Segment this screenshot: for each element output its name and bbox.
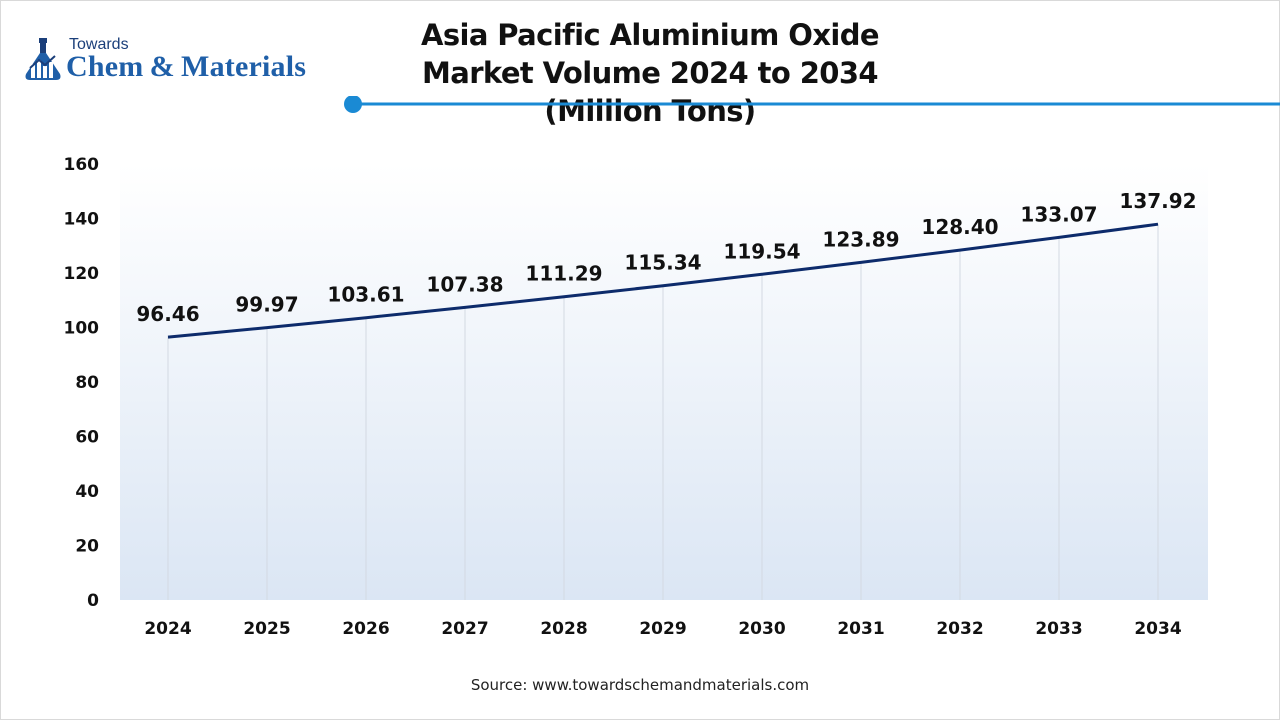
- data-label: 115.34: [624, 251, 701, 275]
- data-labels: 96.46 99.97 103.61 107.38 111.29 115.34 119.54…: [136, 189, 1196, 326]
- data-label: 137.92: [1119, 189, 1196, 213]
- data-label: 99.97: [235, 293, 298, 317]
- logo-text-small: Towards: [69, 36, 129, 53]
- data-label: 107.38: [426, 272, 503, 296]
- data-label: 96.46: [136, 302, 199, 326]
- title-divider: [344, 96, 1280, 113]
- plot-area: [120, 164, 1208, 600]
- logo-text-big: Chem & Materials: [66, 50, 307, 83]
- x-tick-label: 2030: [738, 619, 785, 639]
- chart-title-line-1: Asia Pacific Aluminium Oxide Market Volu…: [421, 18, 880, 90]
- data-label: 119.54: [723, 239, 800, 263]
- x-tick-label: 2033: [1035, 619, 1082, 639]
- x-tick-label: 2031: [837, 619, 884, 639]
- y-tick-label: 160: [64, 155, 100, 175]
- y-axis: 0 20 40 60 80 100 120 140 160: [64, 155, 100, 611]
- y-tick-label: 0: [87, 591, 99, 611]
- data-label: 133.07: [1020, 202, 1097, 226]
- x-tick-label: 2025: [243, 619, 290, 639]
- gridlines: [167, 224, 1159, 600]
- x-tick-label: 2032: [936, 619, 983, 639]
- chart-title: Asia Pacific Aluminium Oxide Market Volu…: [380, 16, 920, 130]
- y-tick-label: 40: [75, 482, 99, 502]
- x-tick-label: 2029: [639, 619, 686, 639]
- x-tick-label: 2034: [1134, 619, 1181, 639]
- y-tick-label: 80: [75, 373, 99, 393]
- x-tick-label: 2027: [441, 619, 488, 639]
- y-tick-label: 20: [75, 537, 99, 557]
- y-tick-label: 100: [64, 319, 100, 339]
- data-label: 103.61: [327, 283, 404, 307]
- y-tick-label: 120: [64, 264, 100, 284]
- x-tick-label: 2026: [342, 619, 389, 639]
- data-label: 123.89: [822, 227, 899, 251]
- series-line: [167, 222, 1159, 339]
- flask-icon: [25, 38, 61, 80]
- y-tick-label: 140: [64, 210, 100, 230]
- x-tick-label: 2028: [540, 619, 587, 639]
- x-tick-label: 2024: [144, 619, 191, 639]
- source-note: Source: www.towardschemandmaterials.com: [470, 676, 810, 694]
- data-label: 111.29: [525, 262, 602, 286]
- y-tick-label: 60: [75, 428, 99, 448]
- chart-title-line-2: (Million Tons): [544, 94, 756, 128]
- brand-logo: Towards Chem & Materials: [22, 36, 342, 86]
- data-label: 128.40: [921, 215, 998, 239]
- x-axis: 2024 2025 2026 2027 2028 2029 2030 2031 2032 2033…: [144, 619, 1181, 639]
